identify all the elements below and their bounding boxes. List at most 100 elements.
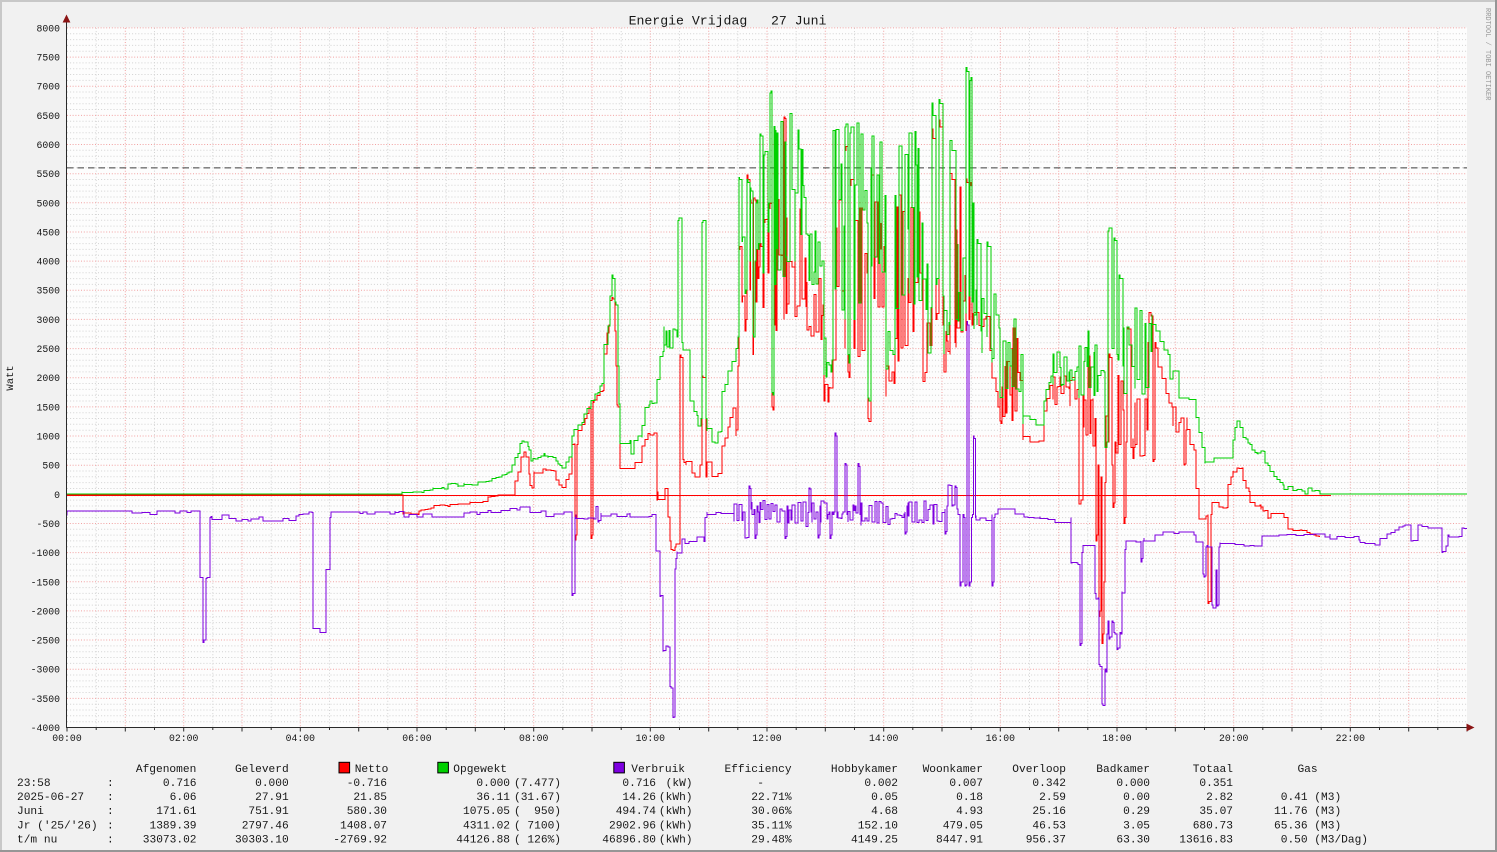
svg-text:7000: 7000	[36, 82, 60, 93]
svg-text:Woonkamer: Woonkamer	[923, 764, 983, 776]
svg-text:500: 500	[42, 461, 60, 472]
svg-text:680.73: 680.73	[1193, 820, 1233, 832]
svg-text:Hobbykamer: Hobbykamer	[831, 764, 898, 776]
svg-text:8447.91: 8447.91	[936, 834, 983, 846]
svg-text:(M3): (M3)	[1314, 792, 1341, 804]
svg-text:0.00: 0.00	[1123, 792, 1150, 804]
svg-text:4.93: 4.93	[956, 806, 983, 818]
svg-text:2797.46: 2797.46	[242, 820, 289, 832]
svg-text:35.11%: 35.11%	[751, 820, 792, 832]
svg-text:Badkamer: Badkamer	[1096, 764, 1150, 776]
svg-text:6.06: 6.06	[170, 792, 197, 804]
svg-text:7500: 7500	[36, 53, 60, 64]
svg-text:-2769.92: -2769.92	[333, 834, 387, 846]
svg-text:35.07: 35.07	[1199, 806, 1233, 818]
svg-text:Opgewekt: Opgewekt	[453, 764, 507, 776]
svg-text:22:00: 22:00	[1336, 733, 1366, 744]
svg-text:13616.83: 13616.83	[1179, 834, 1233, 846]
svg-text:Watt: Watt	[5, 365, 17, 390]
svg-text:Geleverd: Geleverd	[235, 764, 289, 776]
svg-text:0.05: 0.05	[871, 792, 898, 804]
svg-text:0.007: 0.007	[949, 778, 983, 790]
svg-text:Gas: Gas	[1297, 764, 1317, 776]
svg-text:RRDTOOL / TOBI OETIKER: RRDTOOL / TOBI OETIKER	[1483, 8, 1491, 101]
svg-text:16:00: 16:00	[986, 733, 1016, 744]
svg-text:-2000: -2000	[31, 606, 61, 617]
svg-text:-0.716: -0.716	[347, 778, 387, 790]
svg-text:(kW): (kW)	[666, 778, 693, 790]
svg-text:04:00: 04:00	[286, 733, 316, 744]
svg-text:0.351: 0.351	[1199, 778, 1233, 790]
svg-text:0.342: 0.342	[1032, 778, 1066, 790]
svg-text:Energie Vrijdag 27 Juni: Energie Vrijdag 27 Juni	[629, 14, 827, 29]
svg-text:21.85: 21.85	[353, 792, 387, 804]
svg-text:( 126%): ( 126%)	[514, 834, 561, 846]
svg-text:0.002: 0.002	[864, 778, 898, 790]
svg-text:Juni: Juni	[17, 806, 44, 818]
svg-text:0.50: 0.50	[1281, 834, 1308, 846]
svg-text:08:00: 08:00	[519, 733, 549, 744]
svg-text:Jr ('25/'26): Jr ('25/'26)	[17, 820, 98, 832]
svg-text:751.91: 751.91	[248, 806, 289, 818]
svg-text:06:00: 06:00	[402, 733, 432, 744]
svg-text:(M3): (M3)	[1314, 806, 1341, 818]
svg-text:5000: 5000	[36, 198, 60, 209]
svg-text:(kWh): (kWh)	[659, 834, 693, 846]
svg-text:20:00: 20:00	[1219, 733, 1249, 744]
svg-text:27.91: 27.91	[255, 792, 289, 804]
svg-text:6000: 6000	[36, 140, 60, 151]
svg-text:8000: 8000	[36, 23, 60, 34]
svg-text:5500: 5500	[36, 169, 60, 180]
svg-text:( 7100): ( 7100)	[514, 820, 561, 832]
svg-text::: :	[107, 806, 114, 818]
svg-text:30303.10: 30303.10	[235, 834, 289, 846]
svg-text:(kWh): (kWh)	[659, 792, 693, 804]
svg-text:0.000: 0.000	[255, 778, 289, 790]
svg-text:3000: 3000	[36, 315, 60, 326]
svg-text:-1500: -1500	[31, 577, 61, 588]
svg-text:1408.07: 1408.07	[340, 820, 387, 832]
svg-text:-1000: -1000	[31, 548, 61, 559]
svg-text::: :	[107, 834, 114, 846]
svg-text:-: -	[757, 778, 764, 790]
svg-text:46.53: 46.53	[1032, 820, 1066, 832]
svg-text:1500: 1500	[36, 402, 60, 413]
svg-text::: :	[107, 792, 114, 804]
svg-text:Verbruik: Verbruik	[631, 764, 685, 776]
svg-text:2500: 2500	[36, 344, 60, 355]
svg-text:63.30: 63.30	[1116, 834, 1150, 846]
svg-text:956.37: 956.37	[1026, 834, 1066, 846]
svg-text:0.000: 0.000	[476, 778, 510, 790]
svg-text:1000: 1000	[36, 432, 60, 443]
svg-text:11.76: 11.76	[1274, 806, 1308, 818]
svg-text:0.18: 0.18	[956, 792, 983, 804]
svg-text:3500: 3500	[36, 286, 60, 297]
svg-text::: :	[107, 778, 114, 790]
svg-text:6500: 6500	[36, 111, 60, 122]
svg-text:2000: 2000	[36, 373, 60, 384]
svg-text:23:58: 23:58	[17, 778, 51, 790]
svg-text:152.10: 152.10	[858, 820, 899, 832]
svg-text:0: 0	[54, 490, 60, 501]
svg-text:0.29: 0.29	[1123, 806, 1150, 818]
svg-text::: :	[107, 820, 114, 832]
svg-text:1075.05: 1075.05	[463, 806, 510, 818]
svg-text:0.000: 0.000	[1116, 778, 1150, 790]
svg-text:479.05: 479.05	[943, 820, 983, 832]
svg-text:Afgenomen: Afgenomen	[136, 764, 196, 776]
svg-text:-4000: -4000	[31, 723, 61, 734]
svg-text:2.59: 2.59	[1039, 792, 1066, 804]
svg-text:-3500: -3500	[31, 694, 61, 705]
svg-text:02:00: 02:00	[169, 733, 199, 744]
svg-text:4311.02: 4311.02	[463, 820, 510, 832]
svg-text:580.30: 580.30	[347, 806, 388, 818]
svg-text:(kWh): (kWh)	[659, 806, 693, 818]
svg-text:65.36: 65.36	[1274, 820, 1308, 832]
svg-text:171.61: 171.61	[156, 806, 197, 818]
svg-text:Netto: Netto	[355, 764, 389, 776]
svg-text:(kWh): (kWh)	[659, 820, 693, 832]
svg-text:22.71%: 22.71%	[751, 792, 792, 804]
svg-text:(M3): (M3)	[1314, 820, 1341, 832]
svg-text:(M3/Dag): (M3/Dag)	[1314, 834, 1368, 846]
svg-text:0.41: 0.41	[1281, 792, 1308, 804]
